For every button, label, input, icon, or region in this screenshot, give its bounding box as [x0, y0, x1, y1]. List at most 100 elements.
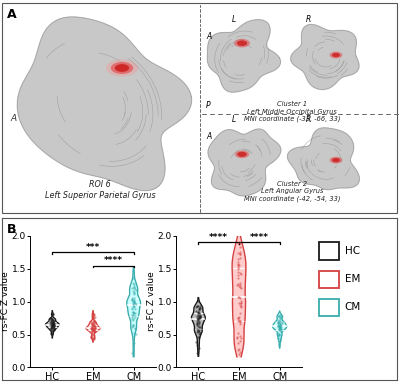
Point — [194, 320, 200, 326]
Point — [132, 326, 138, 332]
Point — [236, 244, 243, 251]
Point — [236, 249, 243, 256]
Point — [129, 316, 135, 322]
Point — [236, 314, 242, 320]
Point — [90, 322, 96, 328]
Point — [129, 295, 136, 301]
Point — [91, 332, 98, 338]
Point — [49, 323, 55, 329]
Point — [90, 325, 97, 331]
Point — [130, 268, 136, 274]
Point — [276, 331, 282, 337]
Point — [48, 317, 54, 323]
Point — [130, 312, 136, 319]
Point — [197, 314, 203, 320]
Point — [88, 334, 95, 340]
Point — [50, 321, 56, 327]
Point — [235, 318, 241, 324]
Point — [130, 323, 136, 329]
Text: A: A — [7, 8, 17, 21]
Point — [132, 310, 138, 316]
Point — [276, 320, 282, 326]
Point — [91, 322, 98, 329]
Point — [235, 272, 241, 278]
Point — [195, 327, 202, 333]
Point — [277, 321, 284, 327]
Point — [49, 316, 55, 322]
Point — [236, 321, 243, 327]
Circle shape — [237, 40, 247, 46]
Point — [130, 301, 136, 307]
Polygon shape — [17, 17, 192, 191]
Point — [237, 304, 244, 310]
Point — [129, 317, 136, 323]
Point — [235, 256, 242, 262]
Point — [238, 298, 244, 304]
Point — [196, 306, 202, 312]
Point — [50, 322, 57, 329]
Point — [194, 320, 200, 326]
Point — [234, 347, 241, 353]
Circle shape — [106, 59, 138, 77]
Circle shape — [330, 52, 342, 58]
Point — [237, 338, 243, 344]
Point — [237, 280, 243, 286]
Point — [89, 322, 95, 328]
Point — [237, 269, 243, 275]
Point — [277, 325, 284, 332]
Point — [132, 286, 139, 293]
Point — [275, 319, 282, 325]
Point — [276, 324, 282, 330]
Point — [194, 350, 201, 356]
Point — [132, 286, 138, 293]
Circle shape — [115, 64, 129, 72]
Point — [51, 321, 57, 327]
Point — [196, 315, 203, 321]
Point — [234, 264, 241, 270]
Point — [50, 322, 56, 328]
Point — [47, 319, 54, 325]
Point — [131, 315, 138, 321]
Text: A: A — [206, 132, 211, 141]
Point — [194, 313, 201, 319]
FancyBboxPatch shape — [319, 299, 339, 316]
Point — [92, 329, 98, 335]
Point — [50, 319, 56, 325]
Text: B: B — [7, 223, 16, 236]
Point — [277, 338, 284, 344]
Point — [276, 323, 283, 329]
Point — [277, 325, 283, 332]
Point — [89, 330, 96, 336]
Point — [90, 323, 97, 329]
Point — [48, 316, 54, 322]
Point — [50, 320, 56, 327]
Text: ****: **** — [104, 256, 123, 265]
FancyBboxPatch shape — [319, 270, 339, 288]
FancyBboxPatch shape — [319, 243, 339, 260]
Point — [92, 319, 98, 325]
Text: A: A — [10, 114, 16, 123]
Point — [131, 300, 137, 306]
Polygon shape — [208, 20, 280, 92]
Point — [49, 322, 56, 328]
Point — [50, 320, 56, 326]
Point — [237, 254, 243, 261]
Point — [195, 328, 201, 334]
Point — [130, 283, 137, 289]
Point — [89, 325, 96, 332]
Point — [131, 304, 138, 310]
Point — [50, 324, 56, 330]
Point — [130, 311, 136, 317]
Point — [194, 303, 200, 309]
Point — [234, 333, 241, 340]
Point — [51, 327, 57, 333]
Point — [235, 262, 242, 269]
Point — [195, 305, 202, 311]
Point — [131, 285, 138, 291]
Point — [89, 322, 95, 329]
Point — [276, 332, 282, 338]
Point — [277, 327, 284, 333]
Point — [197, 324, 204, 330]
Point — [275, 330, 282, 336]
Text: Cluster 1
Left Middle Occipital Gyrus
MNI coordinate (-33, -66, 33): Cluster 1 Left Middle Occipital Gyrus MN… — [244, 102, 340, 122]
